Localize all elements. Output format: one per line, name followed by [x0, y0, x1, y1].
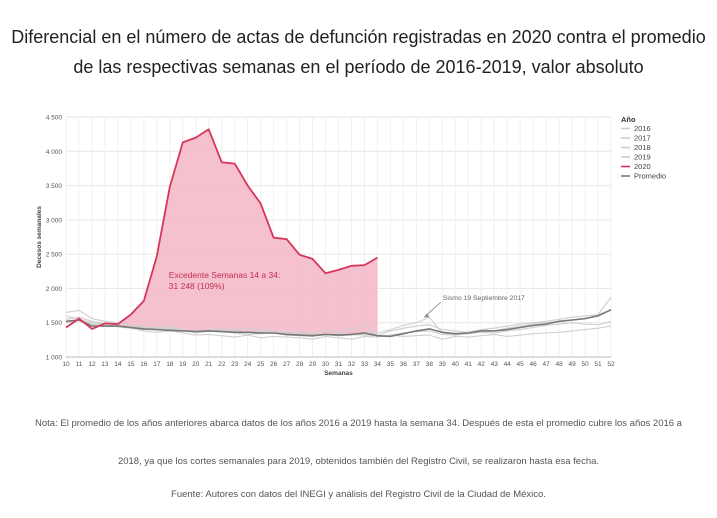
- x-tick-label: 28: [296, 361, 304, 368]
- x-tick-label: 31: [335, 361, 343, 368]
- y-axis-title: Decesos semanales: [36, 206, 43, 268]
- x-tick-label: 43: [491, 361, 499, 368]
- legend-label-2017: 2017: [634, 134, 651, 143]
- line-chart: 1 000 1 500 2 000 2 500 3 000 3 500 4 000 4 500…: [36, 115, 666, 378]
- y-tick-label: 4 000: [46, 149, 63, 156]
- x-tick-label: 19: [179, 361, 187, 368]
- x-tick-label: 42: [478, 361, 486, 368]
- legend-label-promedio: Promedio: [634, 172, 666, 181]
- legend-label-2020: 2020: [634, 162, 651, 171]
- x-tick-label: 40: [452, 361, 460, 368]
- x-tick-label: 35: [387, 361, 395, 368]
- x-tick-label: 10: [62, 361, 70, 368]
- x-tick-label: 48: [555, 361, 563, 368]
- excedente-fill: [117, 129, 378, 336]
- series-lines: [65, 128, 612, 340]
- series-line-2018: [65, 320, 612, 340]
- x-tick-label: 25: [257, 361, 265, 368]
- y-tick-label: 2 500: [46, 252, 63, 259]
- chart-title: Diferencial en el número de actas de def…: [0, 22, 717, 82]
- excedente-annotation: Excedente Semanas 14 a 34:: [169, 270, 281, 280]
- x-tick-label: 52: [607, 361, 615, 368]
- x-tick-label: 46: [530, 361, 538, 368]
- x-tick-label: 39: [439, 361, 447, 368]
- x-tick-label: 29: [309, 361, 317, 368]
- x-tick-label: 47: [543, 361, 551, 368]
- x-tick-label: 34: [374, 361, 382, 368]
- y-tick-label: 3 500: [46, 183, 63, 190]
- y-tick-label: 2 000: [46, 286, 63, 293]
- excedente-area: [117, 129, 378, 336]
- legend-label-2018: 2018: [634, 143, 651, 152]
- x-tick-label: 50: [581, 361, 589, 368]
- chart-title-line-2: de las respectivas semanas en el período…: [73, 57, 644, 77]
- note-line-1: Nota: El promedio de los años anteriores…: [35, 418, 682, 429]
- source-note: Fuente: Autores con datos del INEGI y an…: [171, 489, 546, 500]
- x-tick-label: 13: [101, 361, 109, 368]
- x-tick-label: 51: [594, 361, 602, 368]
- x-tick-label: 18: [166, 361, 174, 368]
- x-tick-label: 21: [205, 361, 213, 368]
- x-tick-label: 20: [192, 361, 200, 368]
- chart-title-line-1: Diferencial en el número de actas de def…: [11, 27, 706, 47]
- x-tick-label: 32: [348, 361, 356, 368]
- x-tick-label: 30: [322, 361, 330, 368]
- y-tick-label: 1 500: [46, 320, 63, 327]
- x-tick-label: 33: [361, 361, 369, 368]
- x-tick-label: 49: [568, 361, 576, 368]
- series-line-2020: [65, 128, 378, 330]
- legend-label-2016: 2016: [634, 124, 651, 133]
- x-tick-label: 37: [413, 361, 421, 368]
- excedente-value-annotation: 31 248 (109%): [169, 281, 225, 291]
- x-tick-label: 38: [426, 361, 434, 368]
- annotations: Excedente Semanas 14 a 34:31 248 (109%) S…: [169, 270, 525, 318]
- x-tick-label: 44: [504, 361, 512, 368]
- sismo-annotation: Sismo 19 Septiembre 2017: [443, 295, 525, 302]
- x-tick-label: 22: [218, 361, 226, 368]
- x-tick-label: 14: [114, 361, 122, 368]
- x-axis-title: Semanas: [324, 370, 353, 377]
- x-tick-label: 12: [88, 361, 96, 368]
- x-tick-label: 27: [283, 361, 291, 368]
- x-tick-label: 26: [270, 361, 278, 368]
- x-tick-label: 17: [153, 361, 161, 368]
- x-tick-label: 11: [76, 361, 83, 368]
- legend-title: Año: [621, 115, 636, 124]
- axes: 1 000 1 500 2 000 2 500 3 000 3 500 4 000 4 500…: [36, 115, 615, 378]
- x-tick-label: 36: [400, 361, 408, 368]
- sismo-annotation-arrowhead: [424, 313, 430, 318]
- x-tick-label: 15: [127, 361, 135, 368]
- x-tick-label: 24: [244, 361, 252, 368]
- note-line-2: 2018, ya que los cortes semanales para 2…: [117, 456, 600, 467]
- x-tick-label: 45: [517, 361, 525, 368]
- series-line-2019: [65, 315, 612, 340]
- x-tick-label: 41: [465, 361, 473, 368]
- legend-label-2019: 2019: [634, 153, 651, 162]
- y-tick-label: 1 000: [46, 355, 63, 362]
- x-tick-label: 23: [231, 361, 239, 368]
- series-line-promedio: [65, 308, 612, 338]
- y-tick-label: 3 000: [46, 217, 63, 224]
- x-tick-label: 16: [140, 361, 148, 368]
- y-tick-label: 4 500: [46, 115, 63, 122]
